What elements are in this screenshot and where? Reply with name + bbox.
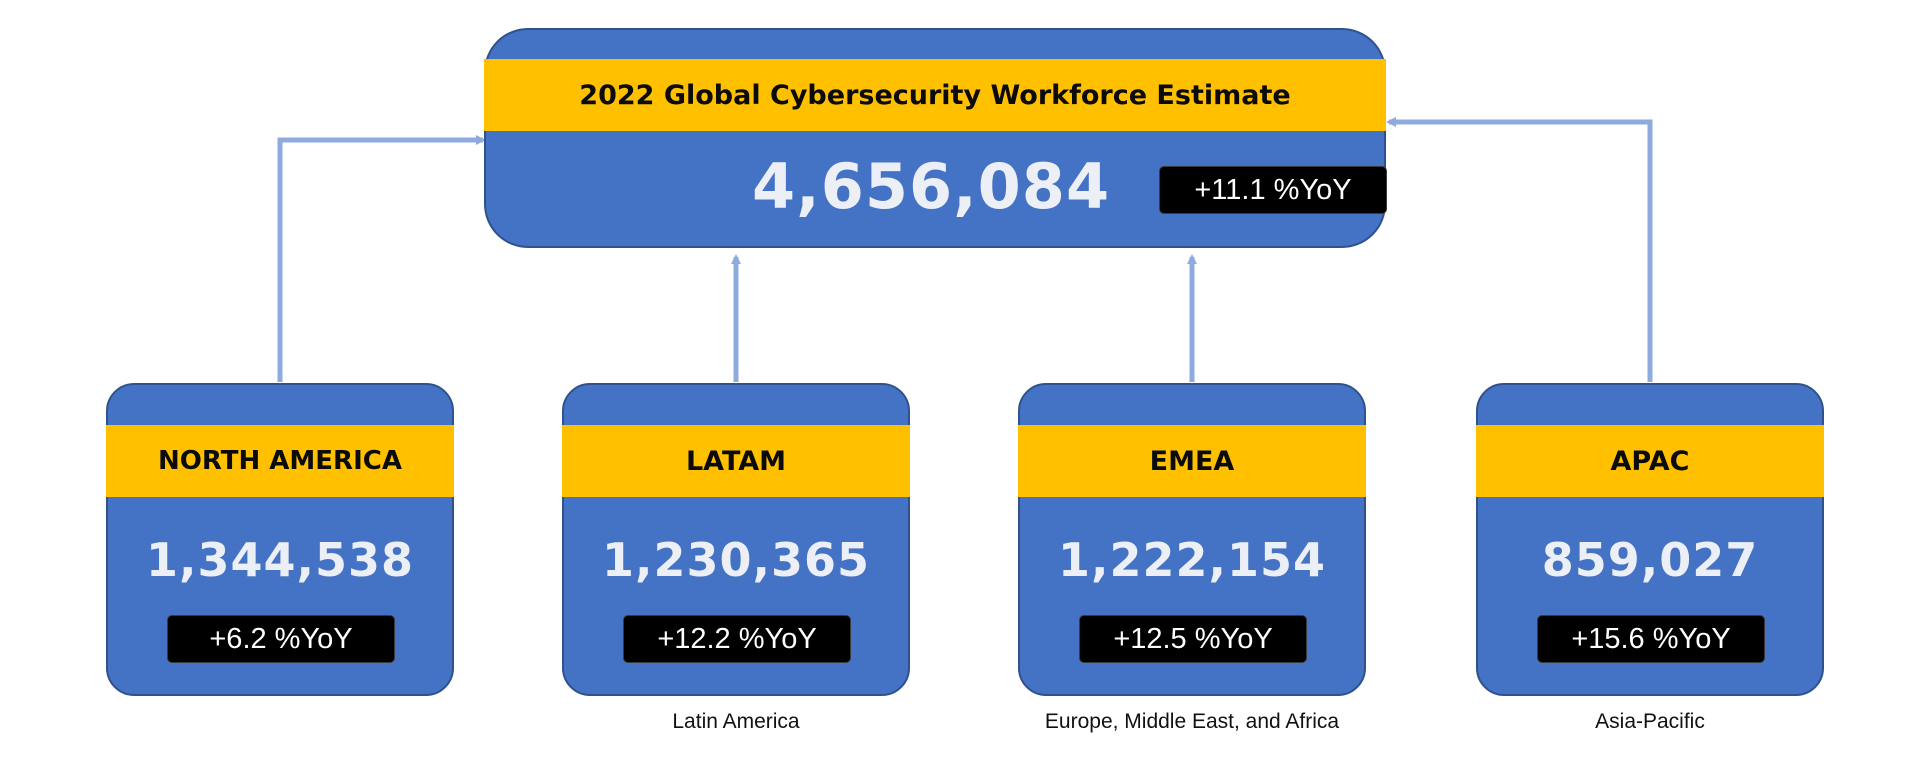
region-box-apac: APAC 859,027 +15.6 %YoY: [1476, 383, 1824, 696]
region-caption-emea: Europe, Middle East, and Africa: [1044, 710, 1340, 733]
region-value: 1,230,365: [602, 533, 870, 587]
arrow-apac-to-global: [1386, 117, 1653, 382]
global-value: 4,656,084: [752, 150, 1111, 223]
region-value: 1,344,538: [146, 533, 414, 587]
region-name: NORTH AMERICA: [106, 425, 454, 497]
region-value: 1,222,154: [1058, 533, 1326, 587]
region-caption-latam: Latin America: [672, 710, 800, 733]
region-box-latam: LATAM 1,230,365 +12.2 %YoY: [562, 383, 910, 696]
region-yoy-badge: +15.6 %YoY: [1537, 615, 1765, 663]
arrow-north-america-to-global: [277, 135, 486, 382]
global-title: 2022 Global Cybersecurity Workforce Esti…: [484, 59, 1386, 131]
region-yoy-badge: +6.2 %YoY: [167, 615, 395, 663]
region-name: LATAM: [562, 425, 910, 497]
region-box-north-america: NORTH AMERICA 1,344,538 +6.2 %YoY: [106, 383, 454, 696]
region-box-emea: EMEA 1,222,154 +12.5 %YoY: [1018, 383, 1366, 696]
global-yoy-badge: +11.1 %YoY: [1159, 166, 1387, 214]
region-value: 859,027: [1541, 533, 1759, 587]
region-caption-apac: Asia-Pacific: [1595, 710, 1705, 733]
region-name: APAC: [1476, 425, 1824, 497]
region-yoy-badge: +12.5 %YoY: [1079, 615, 1307, 663]
global-estimate-box: 2022 Global Cybersecurity Workforce Esti…: [484, 28, 1387, 248]
region-yoy-badge: +12.2 %YoY: [623, 615, 851, 663]
region-name: EMEA: [1018, 425, 1366, 497]
